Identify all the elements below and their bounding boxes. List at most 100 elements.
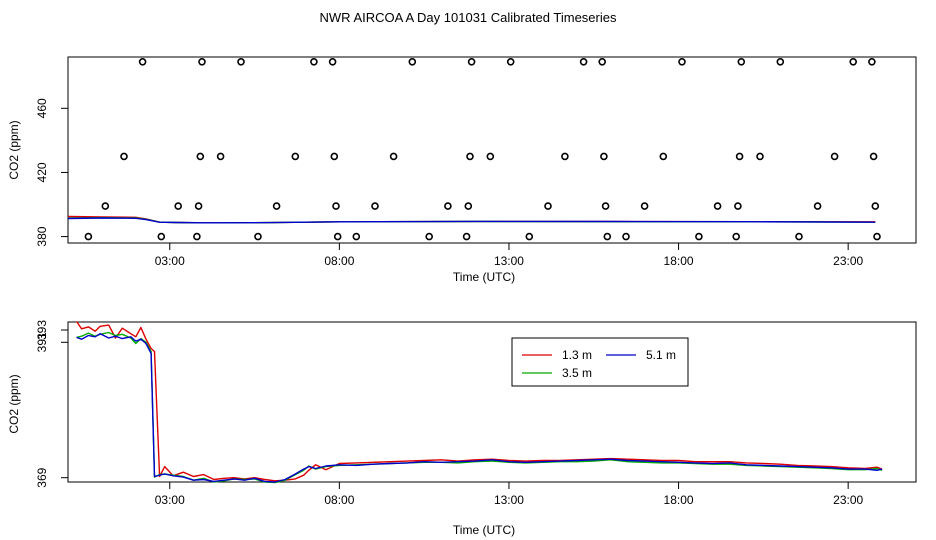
scatter-point <box>640 202 649 210</box>
scatter-point <box>561 152 569 161</box>
scatter-point <box>849 57 858 66</box>
scatter-point <box>659 152 668 161</box>
legend-label-3-5m: 3.5 m <box>562 366 592 380</box>
bottom-y-axis-label: CO2 (ppm) <box>7 374 21 433</box>
top-x-axis: 03:00 08:00 13:00 18:00 23:00 <box>155 243 863 268</box>
scatter-point <box>174 202 182 210</box>
top-x-tick-label: 18:00 <box>664 254 694 268</box>
scatter-point <box>138 57 147 66</box>
top-line-5-1-m <box>67 217 876 224</box>
scatter-point <box>869 152 878 161</box>
scatter-point <box>196 152 205 161</box>
scatter-point <box>371 202 379 210</box>
legend: 1.3 m 5.1 m 3.5 m <box>511 337 689 387</box>
scatter-point <box>603 232 612 241</box>
top-y-tick-label: 420 <box>35 162 49 182</box>
scatter-point <box>291 152 300 161</box>
top-plot-frame <box>67 56 917 244</box>
scatter-point <box>332 202 340 210</box>
scatter-point <box>352 232 361 241</box>
scatter-point <box>544 202 552 210</box>
scatter-point <box>678 57 686 66</box>
scatter-point <box>333 232 342 241</box>
legend-label-5-1m: 5.1 m <box>646 348 676 362</box>
scatter-point <box>198 57 206 66</box>
bottom-x-axis-label: Time (UTC) <box>453 523 515 537</box>
top-x-tick-label: 23:00 <box>833 254 863 268</box>
scatter-point <box>101 202 110 210</box>
scatter-point <box>601 202 610 210</box>
scatter-point <box>579 57 588 66</box>
top-y-tick-label: 460 <box>35 98 49 118</box>
bottom-line-1-3-m <box>75 321 883 482</box>
bottom-series-lines <box>75 321 883 484</box>
scatter-point <box>525 232 534 241</box>
scatter-point <box>310 57 318 66</box>
scatter-point <box>330 152 339 161</box>
scatter-point <box>486 152 495 161</box>
scatter-point <box>737 57 746 66</box>
scatter-point <box>600 152 608 161</box>
scatter-point <box>120 152 128 161</box>
scatter-point <box>408 57 417 66</box>
legend-label-1-3m: 1.3 m <box>562 348 592 362</box>
bottom-x-tick-label: 08:00 <box>324 493 354 507</box>
scatter-point <box>464 202 473 210</box>
scatter-point <box>466 152 474 161</box>
top-scatter-points <box>84 57 881 241</box>
scatter-point <box>467 57 476 66</box>
top-y-axis-label: CO2 (ppm) <box>7 120 21 179</box>
top-y-axis: 380 420 460 <box>35 98 68 247</box>
scatter-point <box>871 202 880 210</box>
scatter-point <box>157 232 166 241</box>
legend-box <box>511 337 689 387</box>
scatter-point <box>462 232 471 241</box>
scatter-point <box>622 232 630 241</box>
scatter-point <box>237 57 245 66</box>
scatter-point <box>254 232 262 241</box>
scatter-point <box>756 152 764 161</box>
scatter-point <box>389 152 398 161</box>
bottom-x-tick-label: 18:00 <box>664 493 694 507</box>
scatter-point <box>873 232 881 241</box>
bottom-y-tick-label: 369 <box>35 467 49 487</box>
bottom-line-5-1-m <box>76 333 883 483</box>
bottom-plot-frame <box>67 321 917 483</box>
top-panel: 03:00 08:00 13:00 18:00 23:00 380 420 460 Time… <box>7 56 917 284</box>
bottom-x-tick-label: 13:00 <box>494 493 524 507</box>
bottom-x-tick-label: 03:00 <box>155 493 185 507</box>
bottom-x-tick-label: 23:00 <box>833 493 863 507</box>
scatter-point <box>194 202 203 210</box>
top-x-tick-label: 08:00 <box>324 254 354 268</box>
scatter-point <box>506 57 515 66</box>
bottom-x-axis: 03:00 08:00 13:00 18:00 23:00 <box>155 482 863 507</box>
scatter-point <box>795 232 803 241</box>
scatter-point <box>193 232 201 241</box>
figure-title: NWR AIRCOA A Day 101031 Calibrated Times… <box>320 10 617 25</box>
scatter-point <box>732 232 741 241</box>
scatter-point <box>830 152 839 161</box>
top-x-tick-label: 03:00 <box>155 254 185 268</box>
scatter-point <box>735 152 744 161</box>
scatter-point <box>734 202 742 210</box>
bottom-y-tick-label: 393 <box>35 320 49 340</box>
top-x-tick-label: 13:00 <box>494 254 524 268</box>
scatter-point <box>713 202 722 210</box>
scatter-point <box>598 57 607 66</box>
scatter-point <box>272 202 281 210</box>
top-y-tick-label: 380 <box>35 226 49 246</box>
bottom-y-tick-label: 391 <box>35 332 49 352</box>
scatter-point <box>84 232 93 241</box>
top-series-lines <box>67 215 876 224</box>
scatter-point <box>216 152 225 161</box>
scatter-point <box>444 202 452 210</box>
scatter-point <box>776 57 785 66</box>
top-x-axis-label: Time (UTC) <box>453 270 515 284</box>
scatter-point <box>868 57 876 66</box>
scatter-point <box>813 202 822 210</box>
scatter-point <box>695 232 703 241</box>
